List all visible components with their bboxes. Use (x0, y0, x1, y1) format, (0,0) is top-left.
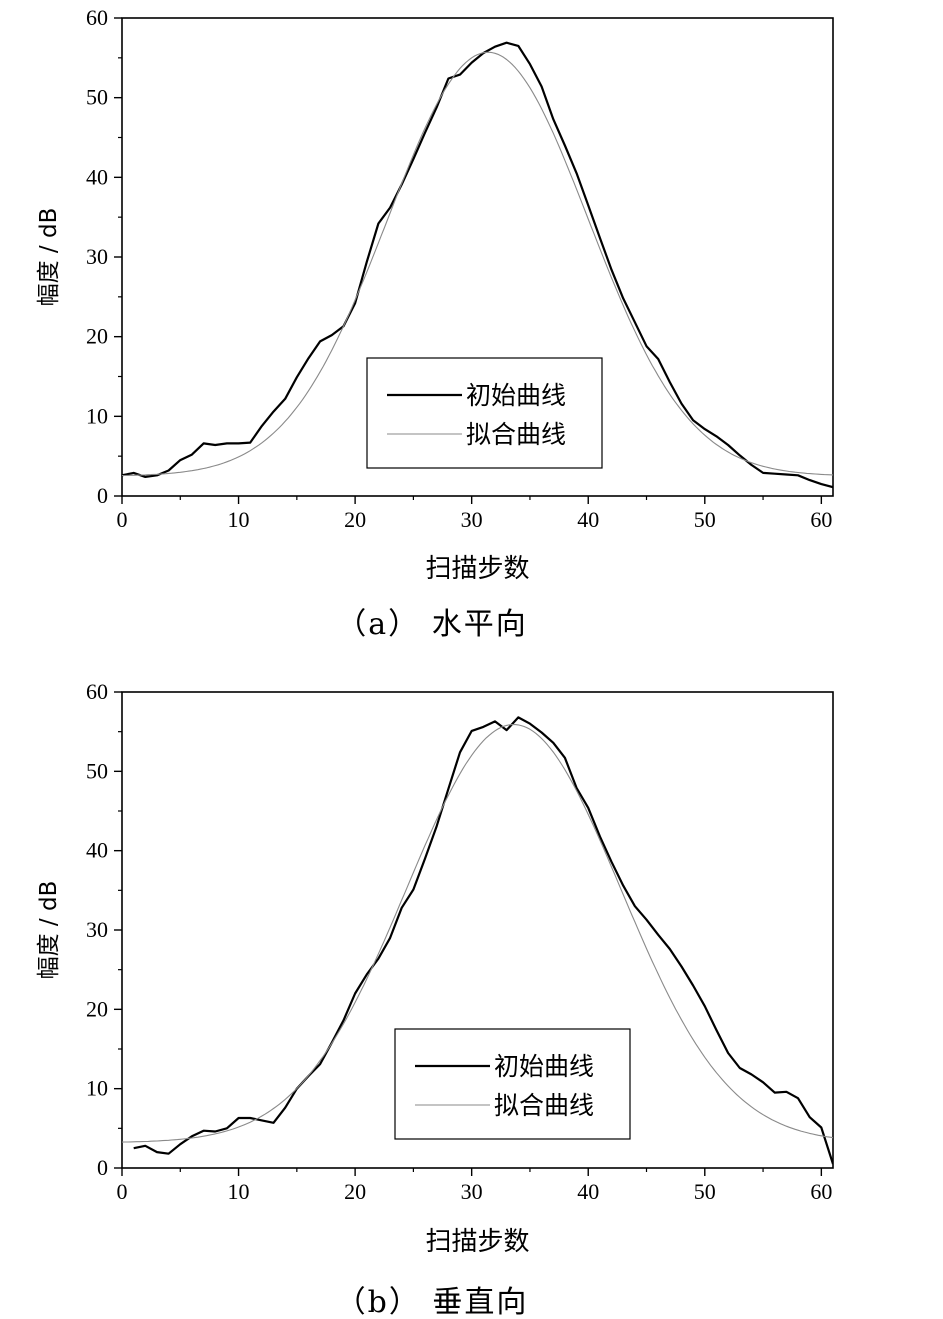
legend-label: 拟合曲线 (466, 420, 566, 449)
y-axis-title: 幅度 / dB (36, 208, 62, 307)
x-axis-title: 扫描步数 (425, 554, 529, 584)
initial-curve-line (133, 716, 833, 1165)
y-tick-label: 20 (86, 996, 108, 1021)
y-tick-label: 60 (86, 5, 108, 30)
chart-panel-0: 0 10 20 30 40 50 60 0 10 20 30 40 50 60 扫描步数 幅度 / dB 初始曲… (36, 5, 834, 642)
x-tick-label: 40 (577, 1179, 599, 1204)
figure-caption: （b） 垂直向 (336, 1285, 529, 1319)
x-tick-label: 20 (344, 507, 366, 532)
fitted-curve-line (122, 51, 833, 477)
y-axis-title: 幅度 / dB (36, 881, 62, 980)
x-tick-label: 0 (117, 1179, 128, 1204)
x-tick-label: 40 (577, 507, 599, 532)
fitted-curve-line (122, 724, 833, 1143)
y-tick-label: 50 (86, 758, 108, 783)
legend-box (394, 1028, 631, 1140)
y-tick-label: 0 (97, 1155, 108, 1180)
initial-curve-line (122, 41, 833, 489)
y-tick-label: 10 (86, 1076, 108, 1101)
y-tick-label: 40 (86, 838, 108, 863)
y-tick-label: 20 (86, 324, 108, 349)
x-axis-title: 扫描步数 (425, 1227, 529, 1257)
x-tick-label: 30 (461, 1179, 483, 1204)
chart-panel-1: 0 10 20 30 40 50 60 0 10 20 30 40 50 60 扫描步数 幅度 / dB 初始曲… (36, 679, 834, 1319)
y-tick-label: 40 (86, 164, 108, 189)
legend-label: 拟合曲线 (494, 1091, 594, 1120)
y-tick-label: 30 (86, 917, 108, 942)
y-tick-label: 30 (86, 244, 108, 269)
figure-caption: （a） 水平向 (336, 607, 527, 642)
x-tick-label: 50 (694, 1179, 716, 1204)
x-tick-label: 20 (344, 1179, 366, 1204)
y-tick-label: 10 (86, 403, 108, 428)
y-tick-label: 0 (97, 483, 108, 508)
legend-label: 初始曲线 (494, 1052, 594, 1081)
x-tick-label: 10 (228, 1179, 250, 1204)
legend-box (366, 357, 603, 469)
x-tick-label: 60 (810, 1179, 832, 1204)
x-tick-label: 10 (228, 507, 250, 532)
x-tick-label: 60 (810, 507, 832, 532)
x-tick-label: 50 (694, 507, 716, 532)
x-tick-label: 30 (461, 507, 483, 532)
y-tick-label: 60 (86, 679, 108, 704)
legend-label: 初始曲线 (466, 381, 566, 410)
y-tick-label: 50 (86, 85, 108, 110)
x-tick-label: 0 (117, 507, 128, 532)
